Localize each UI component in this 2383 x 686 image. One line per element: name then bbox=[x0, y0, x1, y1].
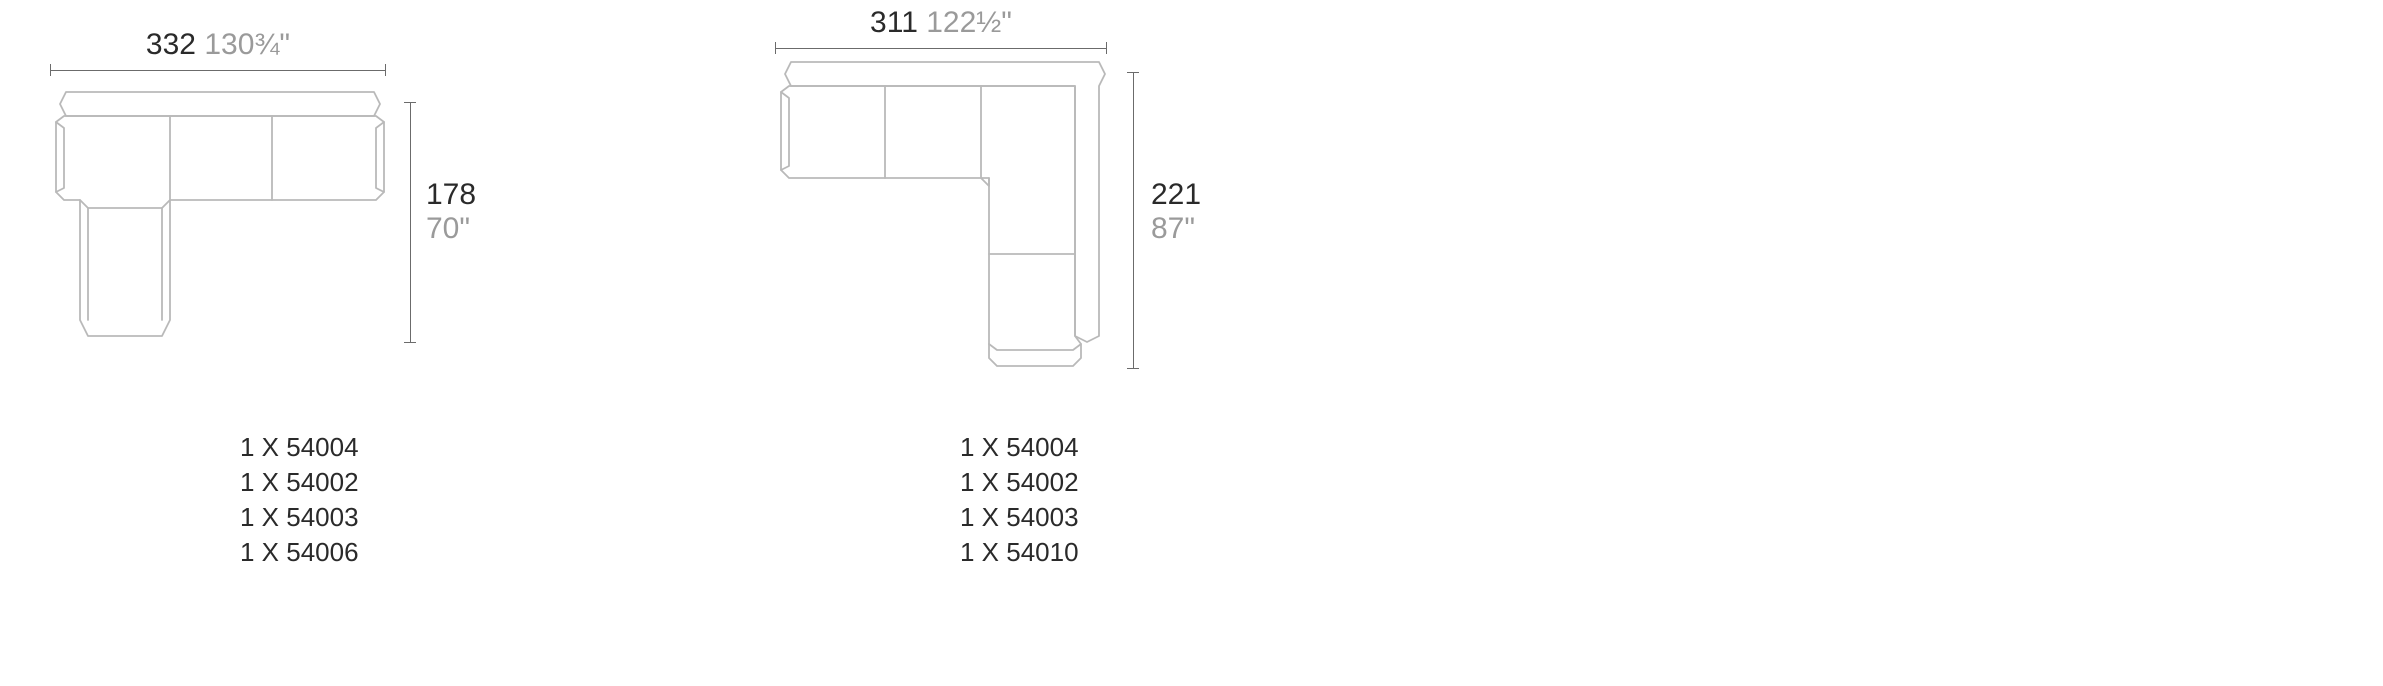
panel-a-height-label: 178 70" bbox=[426, 178, 476, 246]
panel-b-part-1: 1 X 54002 bbox=[960, 465, 1079, 500]
panel-a-part-0: 1 X 54004 bbox=[240, 430, 359, 465]
panel-a-height-line bbox=[410, 102, 411, 342]
panel-a-part-1: 1 X 54002 bbox=[240, 465, 359, 500]
panel-a-part-2: 1 X 54003 bbox=[240, 500, 359, 535]
panel-a-width-in: 130¾" bbox=[204, 28, 290, 61]
panel-a-drawing bbox=[50, 70, 390, 350]
panel-b-drawing bbox=[775, 48, 1115, 378]
panel-b-width-in: 122½" bbox=[926, 6, 1012, 39]
diagram-canvas: 332 130¾" 178 70" bbox=[0, 0, 2383, 686]
panel-b-height-in: 87" bbox=[1151, 212, 1201, 246]
panel-a-part-3: 1 X 54006 bbox=[240, 535, 359, 570]
panel-b-parts-list: 1 X 54004 1 X 54002 1 X 54003 1 X 54010 bbox=[960, 430, 1079, 570]
panel-a-height-cm: 178 bbox=[426, 178, 476, 212]
panel-a: 332 130¾" 178 70" bbox=[50, 70, 480, 420]
panel-b-width-cm: 311 bbox=[870, 6, 918, 39]
panel-b-height-line bbox=[1133, 72, 1134, 368]
panel-b-height-label: 221 87" bbox=[1151, 178, 1201, 246]
panel-a-height-tick-top bbox=[404, 102, 416, 103]
panel-b-height-cm: 221 bbox=[1151, 178, 1201, 212]
panel-b: 311 122½" 221 87" bbox=[775, 48, 1235, 428]
panel-b-part-0: 1 X 54004 bbox=[960, 430, 1079, 465]
panel-b-part-3: 1 X 54010 bbox=[960, 535, 1079, 570]
panel-a-height-tick-bottom bbox=[404, 342, 416, 343]
panel-b-height-tick-top bbox=[1127, 72, 1139, 73]
panel-a-width-label: 332 130¾" bbox=[50, 28, 386, 62]
panel-b-height-tick-bottom bbox=[1127, 368, 1139, 369]
panel-b-part-2: 1 X 54003 bbox=[960, 500, 1079, 535]
panel-a-width-cm: 332 bbox=[146, 28, 196, 61]
panel-a-height-in: 70" bbox=[426, 212, 476, 246]
panel-a-parts-list: 1 X 54004 1 X 54002 1 X 54003 1 X 54006 bbox=[240, 430, 359, 570]
panel-b-width-label: 311 122½" bbox=[775, 6, 1107, 40]
